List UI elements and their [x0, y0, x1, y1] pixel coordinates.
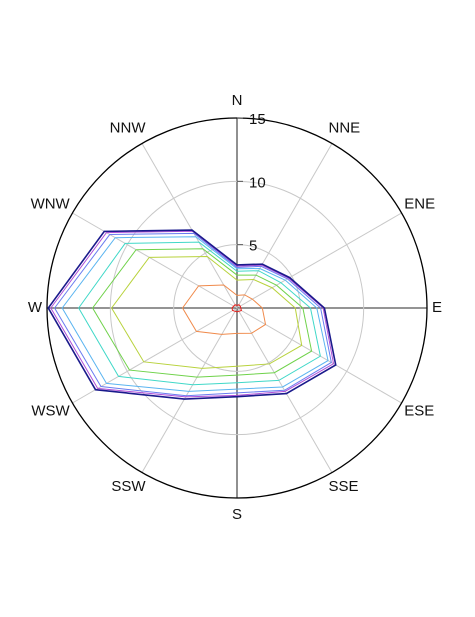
direction-label: ESE — [404, 402, 434, 419]
spoke — [141, 143, 238, 309]
direction-label: ENE — [404, 195, 435, 212]
series-line — [181, 284, 267, 335]
direction-label: NNW — [110, 120, 147, 137]
spoke — [236, 143, 333, 309]
direction-label: W — [28, 299, 43, 316]
series-line — [231, 304, 242, 313]
r-tick-label: 15 — [249, 111, 266, 128]
direction-label: WSW — [31, 402, 70, 419]
spoke — [236, 307, 402, 404]
series-line — [110, 255, 303, 369]
series-line — [47, 229, 337, 400]
direction-label: E — [432, 299, 442, 316]
direction-label: SSW — [111, 478, 146, 495]
series-line — [53, 232, 332, 397]
series-line — [78, 241, 321, 386]
r-tick-label: 5 — [249, 238, 257, 255]
direction-label: WNW — [31, 195, 71, 212]
spoke — [72, 307, 238, 404]
series-line — [61, 236, 329, 392]
r-tick-label: 10 — [249, 174, 266, 191]
spoke — [141, 307, 238, 473]
direction-label: SSE — [329, 478, 359, 495]
spoke — [72, 212, 238, 309]
direction-label: S — [232, 506, 242, 523]
direction-label: N — [232, 92, 243, 109]
series-line — [50, 230, 335, 398]
spoke — [236, 212, 402, 309]
series-line — [91, 248, 313, 378]
direction-label: NNE — [329, 120, 361, 137]
